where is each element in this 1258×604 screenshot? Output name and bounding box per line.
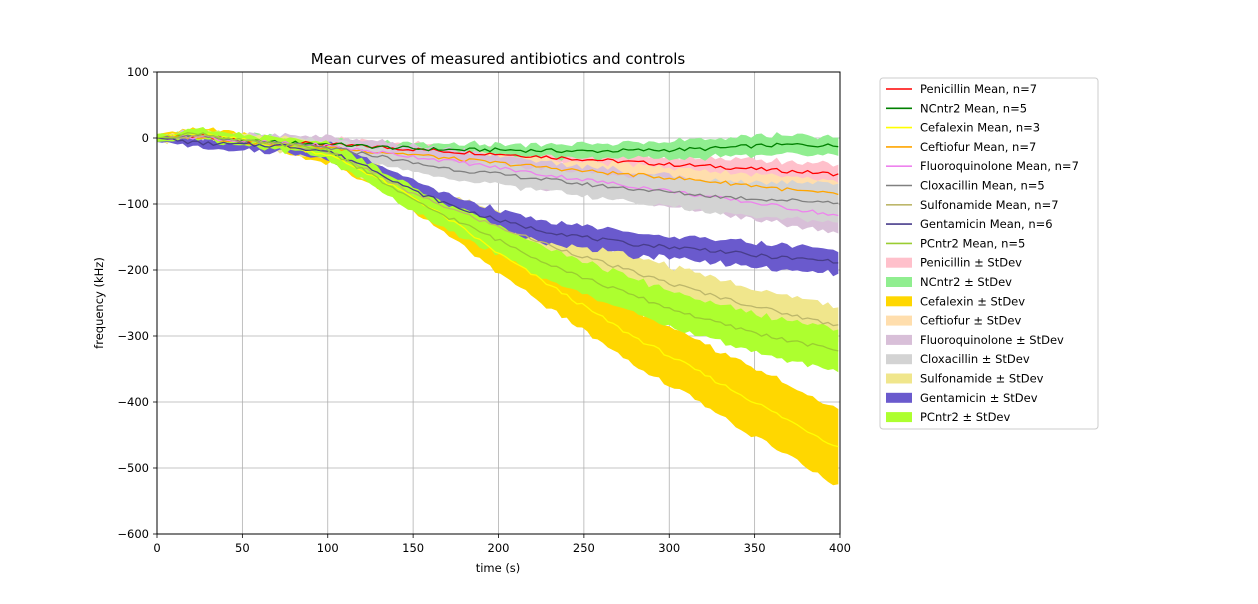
x-axis-label: time (s) [476,561,521,575]
line-gentamicin [156,137,839,264]
legend-label: Ceftiofur Mean, n=7 [920,140,1036,154]
stdev-bands [157,127,839,486]
y-tick-label: −300 [117,329,149,343]
legend-band-swatch [886,392,912,403]
x-tick-label: 250 [573,541,595,555]
mean-lines [156,132,839,448]
y-tick-label: 100 [127,65,149,79]
legend-label: Gentamicin ± StDev [920,391,1038,405]
y-tick-label: −600 [117,527,149,541]
x-tick-label: 0 [153,541,160,555]
x-tick-label: 100 [317,541,339,555]
legend-band-swatch [886,296,912,307]
legend-label: Sulfonamide Mean, n=7 [920,198,1059,212]
x-tick-label: 50 [235,541,250,555]
legend-label: NCntr2 ± StDev [920,275,1012,289]
y-tick-label: 0 [142,131,149,145]
legend-label: Ceftiofur ± StDev [920,314,1021,328]
line-pcntr2 [156,132,839,352]
legend-band-swatch [886,373,912,384]
x-tick-label: 150 [402,541,424,555]
line-ceftiofur [156,134,839,196]
x-tick-label: 200 [488,541,510,555]
y-tick-label: −100 [117,197,149,211]
y-axis-label: frequency (kHz) [92,257,106,349]
x-tick-label: 350 [744,541,766,555]
legend-label: PCntr2 ± StDev [920,410,1010,424]
legend-label: Sulfonamide ± StDev [920,372,1044,386]
legend-label: Penicillin Mean, n=7 [920,82,1037,96]
legend-label: Cloxacillin ± StDev [920,352,1030,366]
legend-band-swatch [886,334,912,345]
legend-label: Fluoroquinolone Mean, n=7 [920,159,1079,173]
legend-label: PCntr2 Mean, n=5 [920,236,1025,250]
legend-label: Cefalexin ± StDev [920,294,1025,308]
legend-band-swatch [886,277,912,287]
x-tick-label: 300 [658,541,680,555]
legend-band-swatch [886,315,912,326]
band-pcntr2 [157,127,839,373]
legend-label: NCntr2 Mean, n=5 [920,101,1027,115]
legend: Penicillin Mean, n=7 NCntr2 Mean, n=5 Cefa… [879,77,1099,430]
legend-band-swatch [886,257,912,268]
y-tick-label: −200 [117,263,149,277]
band-ncntr2 [157,129,839,162]
line-sulfonamide [156,134,839,327]
chart-title: Mean curves of measured antibiotics and … [311,50,686,68]
y-tick-label: −400 [117,395,149,409]
band-gentamicin [157,134,839,277]
legend-label: Fluoroquinolone ± StDev [920,333,1064,347]
legend-label: Gentamicin Mean, n=6 [920,217,1053,231]
y-tick-label: −500 [117,461,149,475]
legend-label: Cloxacillin Mean, n=5 [920,179,1045,193]
legend-band-swatch [886,412,912,423]
axis-ticks: 0 50 100 150 200 250 300 350 400 100 0 −100 −200 −300… [117,65,851,555]
legend-label: Penicillin ± StDev [920,256,1022,270]
x-tick-label: 400 [829,541,851,555]
legend-items: Penicillin Mean, n=7 NCntr2 Mean, n=5 Cefa… [886,82,1079,424]
legend-band-swatch [886,354,912,365]
legend-frame [879,77,1099,430]
legend-label: Cefalexin Mean, n=3 [920,121,1040,135]
